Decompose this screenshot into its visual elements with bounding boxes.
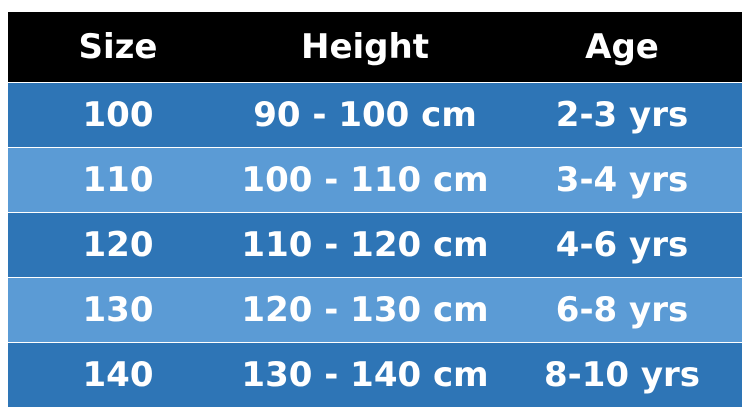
table-cell: 110	[82, 160, 154, 200]
table-cell: 8-10 yrs	[543, 355, 701, 395]
table-cell: 130	[82, 290, 154, 330]
table-row: 100 90 - 100 cm 2-3 yrs	[8, 82, 742, 147]
size-table: Size Height Age 100 90 - 100 cm 2-3 yrs 110 100…	[8, 12, 742, 407]
header-cell: Size	[78, 27, 158, 67]
table-cell: 120	[82, 225, 154, 265]
table-cell: 120 - 130 cm	[241, 290, 489, 330]
table-cell: 6-8 yrs	[555, 290, 689, 330]
table-row: 130 120 - 130 cm 6-8 yrs	[8, 277, 742, 342]
header-row: Size Height Age	[8, 12, 742, 82]
table-cell: 4-6 yrs	[555, 225, 689, 265]
table-row: 120 110 - 120 cm 4-6 yrs	[8, 212, 742, 277]
table-cell: 140	[82, 355, 154, 395]
table-row: 110 100 - 110 cm 3-4 yrs	[8, 147, 742, 212]
header-cell: Height	[301, 27, 429, 67]
header-cell: Age	[585, 27, 659, 67]
table-row: 140 130 - 140 cm 8-10 yrs	[8, 342, 742, 407]
table-cell: 100	[82, 95, 154, 135]
table-cell: 110 - 120 cm	[241, 225, 489, 265]
table-cell: 100 - 110 cm	[241, 160, 489, 200]
table-cell: 2-3 yrs	[555, 95, 689, 135]
table-cell: 130 - 140 cm	[241, 355, 489, 395]
table-cell: 90 - 100 cm	[253, 95, 477, 135]
table-cell: 3-4 yrs	[555, 160, 689, 200]
